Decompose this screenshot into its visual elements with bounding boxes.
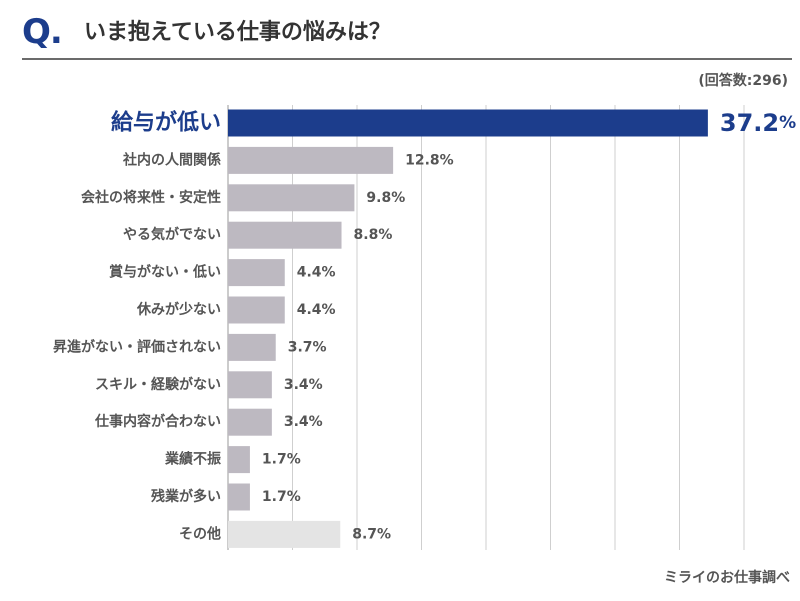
- value-label: 4.4%: [297, 302, 336, 318]
- page-title: いま抱えている仕事の悩みは？: [84, 20, 391, 45]
- category-label: 昇進がない・評価されない: [53, 338, 221, 355]
- category-labels: 給与が低い社内の人間関係会社の将来性・安定性やる気がでない賞与がない・低い休みが…: [53, 110, 221, 543]
- category-label: 給与が低い: [111, 110, 221, 136]
- category-label: 会社の将来性・安定性: [81, 189, 221, 206]
- category-label: その他: [179, 525, 221, 542]
- bar-7: [228, 333, 276, 361]
- value-label: 9.8%: [366, 190, 405, 206]
- bar-6: [228, 296, 285, 324]
- bar-1: [228, 109, 708, 137]
- bar-9: [228, 408, 272, 436]
- value-label: 12.8%: [405, 152, 454, 168]
- value-labels: 37.2% 12.8% 9.8% 8.8% 4.4% 4.4% 3.7% 3.4% 3.4% 1.…: [262, 109, 796, 542]
- bar-10: [228, 446, 250, 474]
- value-label: 1.7%: [262, 489, 301, 505]
- highlight-unit: %: [779, 113, 796, 133]
- respondent-count: (回答数:296): [698, 73, 788, 89]
- bar-2: [228, 146, 394, 174]
- category-label: やる気がでない: [123, 226, 221, 243]
- bars: [228, 109, 708, 548]
- title-divider: [22, 58, 792, 60]
- grid-lines: [227, 105, 745, 550]
- bar-3: [228, 184, 355, 212]
- category-label: 社内の人間関係: [122, 151, 221, 168]
- category-label: 業績不振: [164, 451, 221, 468]
- bar-4: [228, 221, 342, 249]
- header: Q. いま抱えている仕事の悩みは？: [22, 10, 792, 58]
- category-label: スキル・経験がない: [95, 376, 221, 393]
- value-label: 1.7%: [262, 452, 301, 468]
- value-label: 8.7%: [352, 526, 391, 542]
- value-label: 37.2%: [720, 109, 796, 137]
- category-label: 休みが少ない: [136, 301, 221, 318]
- category-label: 仕事内容が合わない: [94, 413, 221, 430]
- category-label: 残業が多い: [151, 488, 221, 505]
- value-label: 3.4%: [284, 414, 323, 430]
- source-credit: ミライのお仕事調べ: [664, 570, 790, 586]
- bar-11: [228, 483, 250, 511]
- value-label: 3.7%: [288, 339, 327, 355]
- bar-12: [228, 520, 341, 548]
- value-label: 3.4%: [284, 377, 323, 393]
- category-label: 賞与がない・低い: [109, 264, 221, 281]
- question-mark-logo: Q.: [22, 12, 63, 52]
- value-label: 8.8%: [354, 227, 393, 243]
- bar-8: [228, 371, 272, 399]
- value-label: 4.4%: [297, 265, 336, 281]
- bar-5: [228, 259, 285, 287]
